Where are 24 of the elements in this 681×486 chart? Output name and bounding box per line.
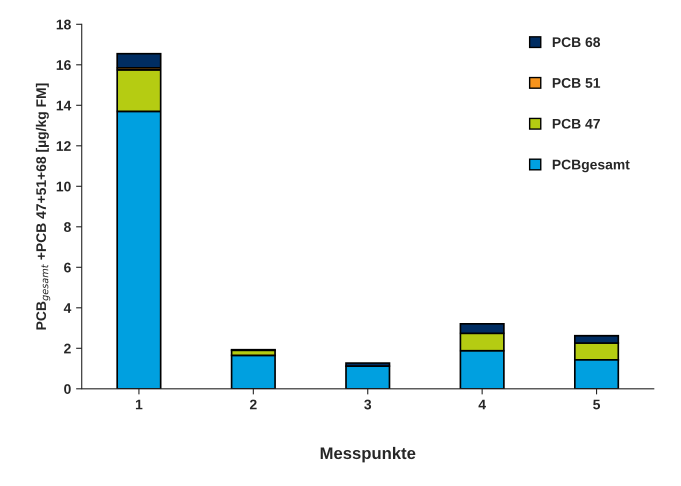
y-axis-title: PCB$_{gesamt}$ +PCB 47+51+68 [µg/kg FM] [36,84,50,330]
legend-label: PCB 68 [552,37,600,48]
y-tick-label: 8 [64,222,71,232]
x-tick-label: 4 [478,400,486,410]
x-tick-label: 5 [593,400,600,410]
y-tick-label: 10 [56,182,71,192]
y-tick-label: 16 [56,60,71,70]
legend-label: PCBgesamt [552,160,630,172]
y-tick-label: 2 [64,344,71,354]
legend-label: PCB 47 [552,118,600,129]
bar [116,52,162,69]
x-tick-label: 2 [250,400,257,410]
x-axis-title: Messpunkte [320,446,416,462]
y-tick-label: 14 [56,100,72,110]
bar [230,354,276,389]
y-tick-label: 6 [64,262,71,272]
x-tick-label: 3 [364,400,372,410]
legend-label: PCB 51 [552,78,600,88]
y-tick-label: 0 [64,384,71,394]
y-tick-label: 18 [56,20,71,30]
x-tick-label: 1 [136,400,142,410]
bar [345,365,390,389]
y-tick-label: 12 [56,141,71,151]
y-tick-label: 4 [64,303,72,313]
